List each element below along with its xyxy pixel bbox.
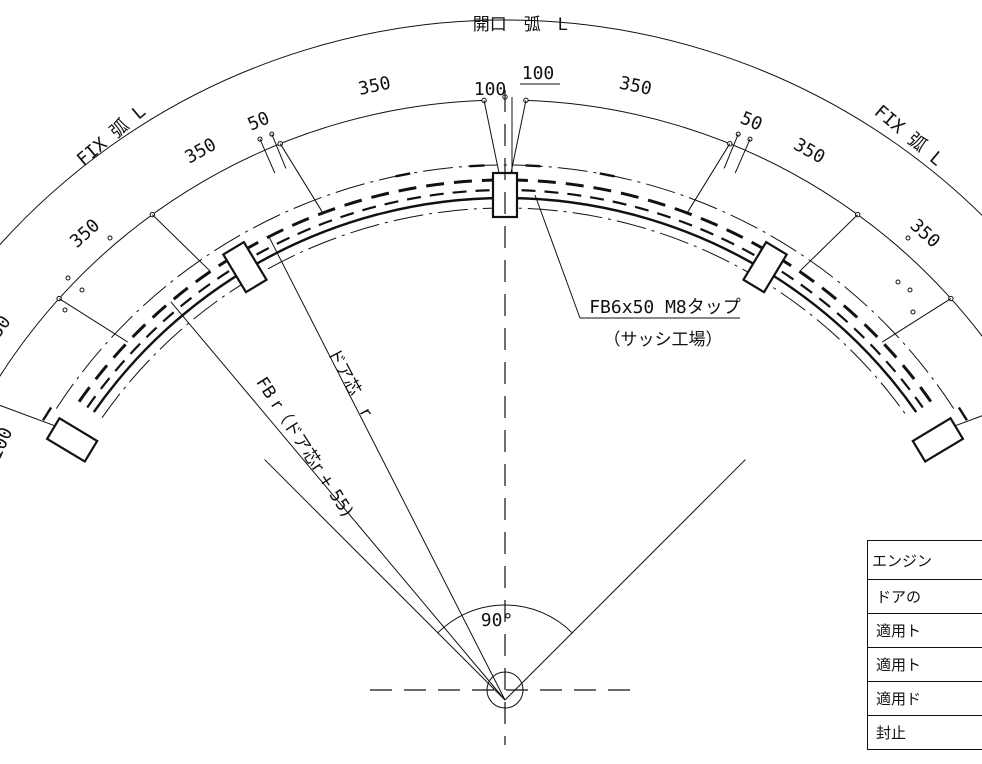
dimension-label-350: 350 xyxy=(356,73,392,100)
dimension-label-350: 350 xyxy=(0,312,15,351)
end-frame-left xyxy=(45,416,99,464)
dimension-node xyxy=(907,287,913,293)
dimension-label-350: 350 xyxy=(66,215,104,252)
dimension-label-50: 50 xyxy=(245,108,273,136)
handle-mark xyxy=(469,164,485,168)
dimension-leader xyxy=(881,298,952,343)
dimension-leader xyxy=(151,214,211,272)
dimension-leader xyxy=(58,298,129,343)
angle-line-right xyxy=(504,459,746,701)
dimension-leader xyxy=(259,138,276,174)
center-circle xyxy=(486,671,524,709)
handle-mark xyxy=(42,406,53,421)
angle-line-left xyxy=(264,459,506,701)
dimension-node xyxy=(910,309,916,315)
panel-dimension-arc-right xyxy=(525,99,982,337)
spec-table: エンジン ドアの 適用ト 適用ト 適用ド 封止 xyxy=(867,540,982,750)
dimension-leader xyxy=(483,100,501,181)
spec-table-cell: 適用ト xyxy=(867,647,982,682)
dimension-node xyxy=(62,307,68,313)
callout-leader xyxy=(534,194,581,319)
panel-joint-frame-right xyxy=(741,240,789,294)
dimension-node xyxy=(905,235,911,241)
handle-mark xyxy=(957,406,968,421)
end-frame-right xyxy=(911,416,965,464)
panel-dimension-arc-left xyxy=(0,99,485,378)
callout-label-line1: FB6x50 M8タップ xyxy=(589,297,741,318)
outer-dimension-arc xyxy=(0,19,982,246)
dimension-label-350: 350 xyxy=(617,73,653,100)
dimension-label-100-end: 100 xyxy=(0,424,17,462)
door-leaf-outer-arc xyxy=(77,178,933,403)
dimension-leader xyxy=(948,415,982,429)
spec-table-cell: 封止 xyxy=(867,715,982,750)
dimension-leader xyxy=(279,143,324,214)
handle-mark xyxy=(395,172,411,178)
dimension-node xyxy=(895,279,901,285)
spec-table-cell: ドアの xyxy=(867,579,982,614)
callout-label-line2: （サッシ工場） xyxy=(604,330,723,350)
dimension-node xyxy=(79,287,85,293)
dimension-label-350: 350 xyxy=(790,134,829,168)
fb-radius-line xyxy=(170,301,506,701)
dimension-node xyxy=(65,275,71,281)
spec-table-cell: 適用ト xyxy=(867,613,982,648)
dimension-label-50: 50 xyxy=(737,108,765,136)
spec-table-cell: エンジン xyxy=(867,540,982,580)
dimension-label-100: 100 xyxy=(474,79,507,100)
handle-mark xyxy=(525,164,541,168)
handle-mark xyxy=(599,172,615,178)
dimension-leader xyxy=(0,404,62,429)
door-radius-line xyxy=(268,236,506,701)
dimension-leader xyxy=(799,214,859,272)
fix-arc-label-right: FIX 弧 L xyxy=(870,101,947,171)
door-radius-label: ドア芯 r xyxy=(323,345,376,421)
dimension-node xyxy=(277,140,283,147)
dimension-label-350: 350 xyxy=(181,134,220,168)
opening-arc-label: 開口 弧 L xyxy=(473,15,568,35)
dimension-label-100: 100 xyxy=(522,63,555,84)
fix-arc-label-left: FIX 弧 L xyxy=(73,101,150,171)
dimension-leader xyxy=(723,133,739,169)
dimension-leader xyxy=(686,143,731,214)
dimension-leader xyxy=(271,133,287,169)
angle-label: 90° xyxy=(481,610,514,631)
dimension-label-350: 350 xyxy=(906,215,944,252)
panel-joint-frame-left xyxy=(221,240,269,294)
spec-table-cell: 適用ド xyxy=(867,681,982,716)
dimension-leader xyxy=(734,138,751,174)
dimension-node xyxy=(107,235,113,241)
